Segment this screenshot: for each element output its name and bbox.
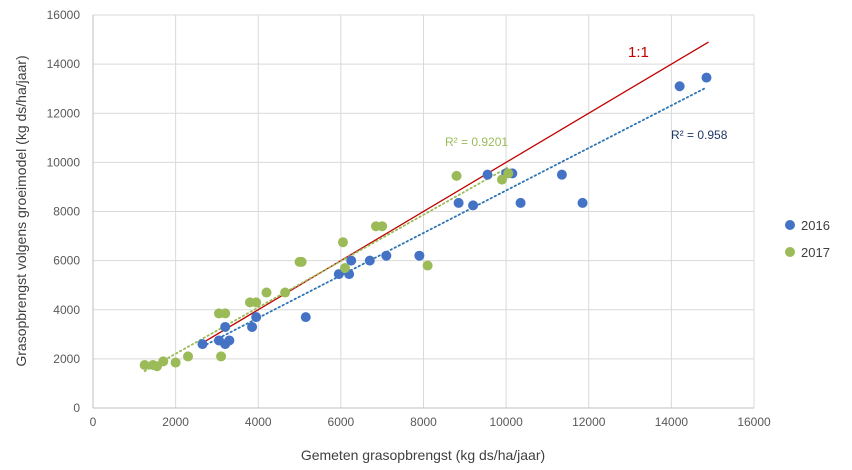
y-tick-label: 4000 <box>53 303 80 317</box>
tick-labels: 0 2000 4000 6000 8000 10000 12000 14000 16000 0 20… <box>47 8 771 429</box>
point-2016 <box>468 200 479 211</box>
y-tick-label: 12000 <box>47 106 81 120</box>
point-2016 <box>515 197 526 208</box>
x-tick-label: 0 <box>90 415 97 429</box>
point-2016 <box>674 81 685 92</box>
point-2016 <box>556 169 567 180</box>
trendline-2017 <box>143 166 510 373</box>
point-2017 <box>183 351 194 362</box>
point-2016 <box>197 339 208 350</box>
point-2017 <box>170 357 181 368</box>
point-2017 <box>216 351 227 362</box>
r2-label-2017: R² = 0.9201 <box>445 135 508 149</box>
point-2016 <box>453 197 464 208</box>
point-2017 <box>496 174 507 185</box>
point-2016 <box>577 197 588 208</box>
legend: 2016 2017 <box>785 218 830 260</box>
point-2017 <box>139 360 150 371</box>
y-tick-label: 8000 <box>53 205 80 219</box>
x-tick-label: 10000 <box>489 415 523 429</box>
reference-line-label: 1:1 <box>628 44 649 61</box>
y-tick-label: 0 <box>73 401 80 415</box>
y-tick-label: 10000 <box>47 155 81 169</box>
data-points <box>139 72 712 372</box>
point-2017 <box>340 262 351 273</box>
point-2016 <box>346 255 357 266</box>
trendline-2016 <box>201 86 708 348</box>
legend-label-2016: 2016 <box>801 218 830 233</box>
point-2017 <box>337 237 348 248</box>
point-2016 <box>414 250 425 261</box>
x-tick-label: 16000 <box>737 415 771 429</box>
point-2016 <box>701 72 712 83</box>
point-2016 <box>300 312 311 323</box>
point-2016 <box>364 255 375 266</box>
point-2017 <box>261 287 272 298</box>
legend-label-2017: 2017 <box>801 245 830 260</box>
legend-marker-2017 <box>785 247 795 257</box>
point-2017 <box>296 256 307 267</box>
x-tick-label: 6000 <box>328 415 355 429</box>
point-2016 <box>482 169 493 180</box>
x-axis-title: Gemeten grasopbrengst (kg ds/ha/jaar) <box>301 447 545 463</box>
point-2016 <box>247 321 258 332</box>
x-tick-label: 12000 <box>572 415 606 429</box>
axes <box>92 15 754 409</box>
point-2016 <box>251 312 262 323</box>
point-2016 <box>381 250 392 261</box>
x-tick-label: 2000 <box>162 415 189 429</box>
point-2017 <box>280 287 291 298</box>
y-axis-title: Grasopbrengst volgens groeimodel (kg ds/… <box>13 55 29 366</box>
point-2017 <box>422 260 433 271</box>
x-tick-label: 4000 <box>245 415 272 429</box>
point-2017 <box>503 168 514 179</box>
point-2016 <box>220 321 231 332</box>
point-2016 <box>333 269 344 280</box>
point-2017 <box>377 221 388 232</box>
y-tick-label: 2000 <box>53 352 80 366</box>
legend-marker-2016 <box>785 220 795 230</box>
point-2017 <box>158 356 169 367</box>
point-2017 <box>451 170 462 181</box>
y-tick-label: 16000 <box>47 8 81 22</box>
y-tick-label: 14000 <box>47 57 81 71</box>
point-2016 <box>224 335 235 346</box>
x-tick-label: 14000 <box>655 415 689 429</box>
x-tick-label: 8000 <box>410 415 437 429</box>
point-2017 <box>220 308 231 319</box>
y-tick-label: 6000 <box>53 254 80 268</box>
r2-label-2016: R² = 0.958 <box>671 128 728 142</box>
point-2017 <box>251 297 262 308</box>
